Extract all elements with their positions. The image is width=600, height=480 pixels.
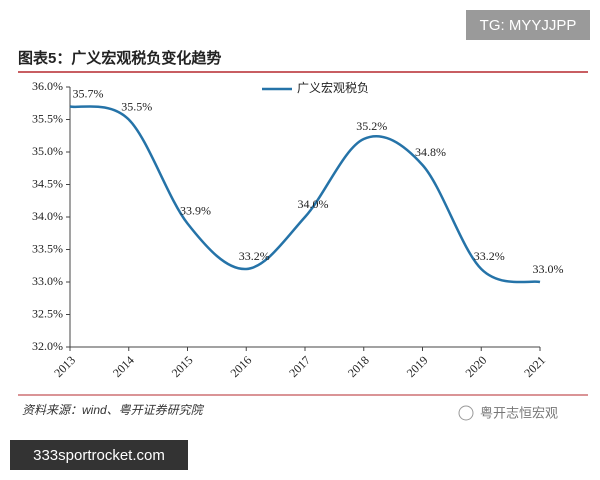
data-label: 35.7% — [73, 86, 104, 100]
watermark: TG: MYYJJPP — [480, 17, 577, 34]
site-box — [10, 440, 188, 470]
site: 333sportrocket.com — [33, 447, 165, 464]
source: 资料来源：wind、粤开证券研究院 — [22, 403, 205, 417]
watermark-box — [466, 10, 590, 40]
legend-label: 广义宏观税负 — [297, 80, 369, 95]
brand-icon — [458, 405, 474, 421]
y-tick-label: 34.5% — [32, 176, 63, 190]
y-tick-label: 34.0% — [32, 209, 63, 223]
y-tick-label: 32.0% — [32, 339, 63, 353]
data-label: 33.9% — [180, 203, 211, 217]
y-tick-label: 35.5% — [32, 111, 63, 125]
y-tick-label: 35.0% — [32, 144, 63, 158]
chart-title: 图表5：广义宏观税负变化趋势 — [18, 49, 221, 67]
brand: 粤开志恒宏观 — [480, 405, 558, 420]
data-label: 35.2% — [356, 119, 387, 133]
series-line — [69, 105, 541, 284]
y-tick-label: 36.0% — [32, 79, 63, 93]
data-label: 35.5% — [121, 99, 152, 113]
data-label: 34.0% — [298, 197, 329, 211]
y-tick-label: 32.5% — [32, 306, 63, 320]
data-label: 33.0% — [533, 262, 564, 276]
y-tick-label: 33.5% — [32, 241, 63, 255]
data-label: 33.2% — [239, 249, 270, 263]
y-tick-label: 33.0% — [32, 274, 63, 288]
data-label: 33.2% — [474, 249, 505, 263]
plot: 32.0% 32.5% 33.0% 33.5% 34.0% 34.5% 35.0% 35.5%… — [32, 79, 564, 380]
data-label: 34.8% — [415, 145, 446, 159]
